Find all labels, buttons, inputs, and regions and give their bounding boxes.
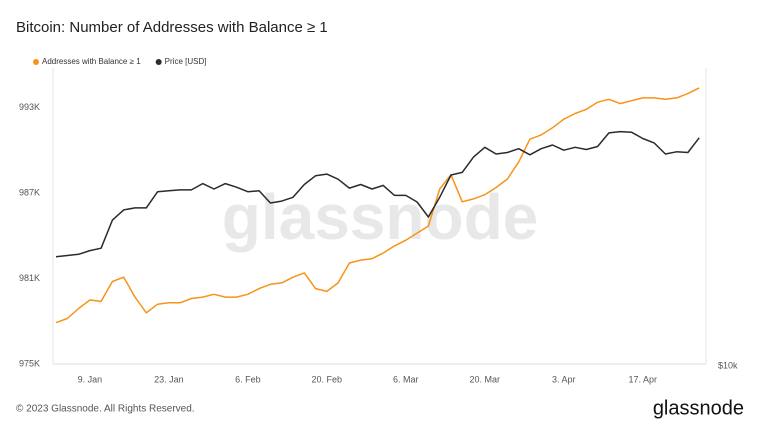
legend-marker <box>155 59 162 65</box>
legend-marker <box>33 59 39 65</box>
x-tick-label: 6. Feb <box>235 374 261 384</box>
y-tick-label: 975K <box>19 358 40 368</box>
y2-tick-label: $10k <box>718 360 738 370</box>
x-tick-label: 9. Jan <box>78 374 103 384</box>
x-tick-label: 23. Jan <box>154 374 184 384</box>
x-tick-label: 17. Apr <box>629 374 658 384</box>
chart-title: Bitcoin: Number of Addresses with Balanc… <box>16 19 328 36</box>
y-tick-label: 987K <box>19 188 40 198</box>
y-tick-label: 993K <box>19 102 40 112</box>
x-tick-label: 20. Mar <box>470 374 501 384</box>
series-line <box>55 87 700 324</box>
y-tick-label: 981K <box>19 273 40 283</box>
copyright: © 2023 Glassnode. All Rights Reserved. <box>16 404 195 415</box>
x-tick-label: 20. Feb <box>312 374 343 384</box>
x-tick-label: 6. Mar <box>393 374 419 384</box>
legend-label: Addresses with Balance ≥ 1 <box>42 57 141 66</box>
legend-label: Price [USD] <box>165 57 207 66</box>
brand-logo: glassnode <box>653 397 744 419</box>
x-tick-label: 3. Apr <box>552 374 576 384</box>
watermark: glassnode <box>222 181 539 253</box>
series-line <box>55 130 700 258</box>
